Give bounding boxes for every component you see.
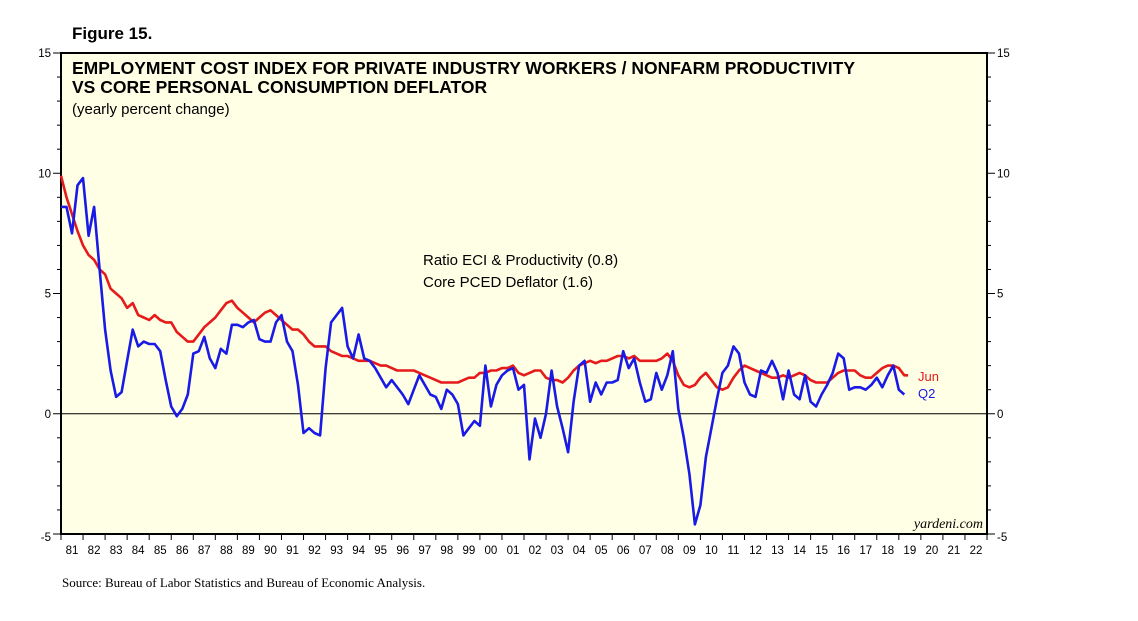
- y-tick-label-left: -5: [41, 532, 51, 544]
- x-tick-label: 94: [352, 545, 365, 557]
- x-tick-label: 97: [418, 545, 431, 557]
- x-tick-label: 12: [749, 545, 762, 557]
- x-tick-label: 06: [617, 545, 630, 557]
- x-tick-label: 15: [815, 545, 828, 557]
- y-tick-label-right: -5: [997, 532, 1007, 544]
- x-tick-label: 82: [88, 545, 101, 557]
- x-tick-label: 00: [485, 545, 498, 557]
- x-tick-label: 02: [529, 545, 542, 557]
- x-tick-label: 09: [683, 545, 696, 557]
- y-tick-label-right: 0: [997, 409, 1003, 421]
- y-tick-label-right: 10: [997, 168, 1010, 180]
- legend-pced: Core PCED Deflator (1.6): [423, 274, 593, 291]
- x-tick-label: 20: [925, 545, 938, 557]
- plot-area: [60, 52, 988, 535]
- x-tick-label: 85: [154, 545, 167, 557]
- x-tick-label: 11: [727, 545, 739, 557]
- series-layer: [59, 175, 909, 526]
- x-tick-label: 19: [903, 545, 916, 557]
- end-label-pced: Jun: [918, 369, 939, 384]
- y-tick-label-right: 15: [997, 48, 1010, 60]
- x-tick-label: 96: [396, 545, 409, 557]
- figure-label: Figure 15.: [72, 24, 153, 43]
- y-tick-label-left: 0: [45, 409, 51, 421]
- x-tick-label: 21: [948, 545, 961, 557]
- x-tick-label: 10: [705, 545, 718, 557]
- x-tick-label: 17: [859, 545, 872, 557]
- x-tick-label: 90: [264, 545, 277, 557]
- x-tick-label: 05: [595, 545, 608, 557]
- x-tick-label: 07: [639, 545, 652, 557]
- y-tick-label-left: 10: [38, 168, 51, 180]
- x-tick-label: 22: [970, 545, 983, 557]
- x-tick-label: 88: [220, 545, 233, 557]
- x-tick-label: 95: [374, 545, 387, 557]
- x-tick-label: 01: [507, 545, 520, 557]
- y-tick-label-right: 5: [997, 289, 1003, 301]
- x-tick-label: 04: [573, 545, 586, 557]
- y-tick-label-left: 5: [45, 289, 51, 301]
- x-tick-label: 08: [661, 545, 674, 557]
- x-tick-label: 91: [286, 545, 299, 557]
- x-tick-label: 13: [771, 545, 784, 557]
- end-label-ratio: Q2: [918, 386, 935, 401]
- ratio-eci-productivity-line: [61, 176, 906, 526]
- end-labels: Jun Q2: [918, 369, 939, 401]
- x-tick-label: 83: [110, 545, 123, 557]
- x-tick-label: 84: [132, 545, 145, 557]
- x-tick-label: 86: [176, 545, 189, 557]
- legend-ratio: Ratio ECI & Productivity (0.8): [423, 252, 618, 269]
- x-tick-label: 18: [881, 545, 894, 557]
- x-tick-label: 16: [837, 545, 850, 557]
- x-tick-label: 92: [308, 545, 321, 557]
- y-tick-label-left: 15: [38, 48, 51, 60]
- chart-title-line1: EMPLOYMENT COST INDEX FOR PRIVATE INDUST…: [72, 58, 855, 78]
- chart-title-line2: VS CORE PERSONAL CONSUMPTION DEFLATOR: [72, 77, 488, 97]
- x-tick-label: 98: [440, 545, 453, 557]
- credit: yardeni.com: [912, 517, 983, 532]
- x-tick-label: 93: [330, 545, 343, 557]
- x-tick-label: 89: [242, 545, 255, 557]
- x-tick-label: 99: [462, 545, 475, 557]
- x-tick-label: 03: [551, 545, 564, 557]
- x-tick-label: 81: [66, 545, 79, 557]
- x-tick-label: 14: [793, 545, 806, 557]
- source-note: Source: Bureau of Labor Statistics and B…: [62, 575, 426, 590]
- x-tick-label: 87: [198, 545, 211, 557]
- chart-subtitle: (yearly percent change): [72, 101, 230, 118]
